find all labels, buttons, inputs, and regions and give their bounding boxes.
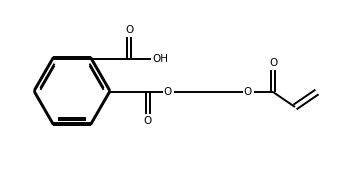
Text: O: O — [269, 58, 277, 68]
Text: O: O — [164, 87, 172, 97]
Text: O: O — [125, 25, 133, 35]
Text: OH: OH — [152, 54, 168, 64]
Text: O: O — [244, 87, 252, 97]
Text: O: O — [144, 116, 152, 126]
